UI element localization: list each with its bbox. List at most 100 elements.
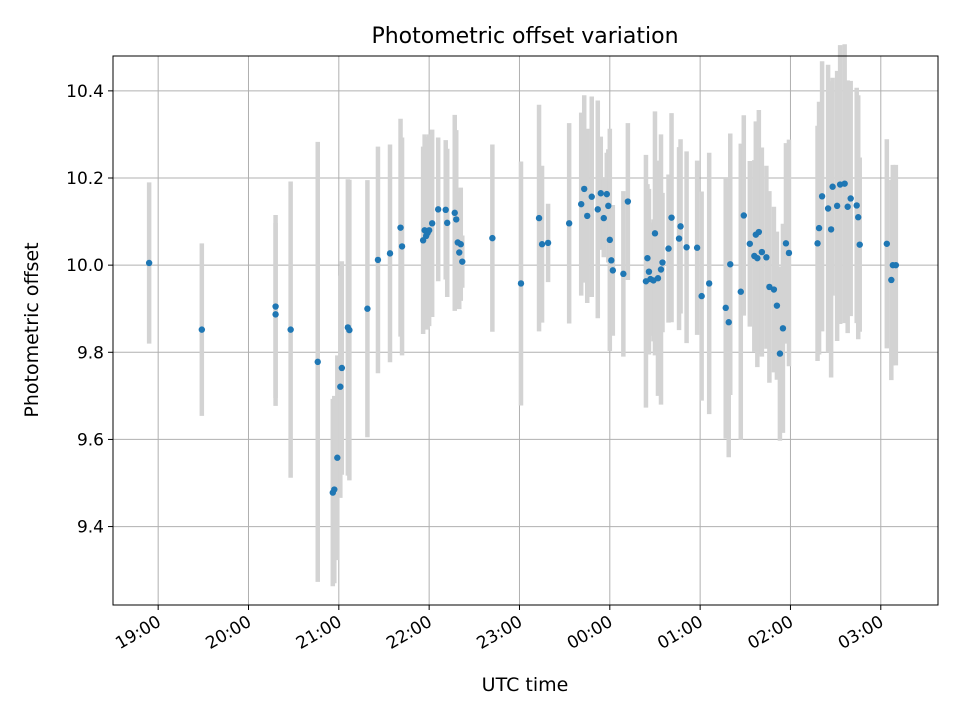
data-point xyxy=(594,206,601,213)
data-point xyxy=(722,304,729,312)
data-point xyxy=(740,212,747,219)
data-point xyxy=(588,193,595,200)
data-point xyxy=(489,234,496,242)
data-point xyxy=(442,206,449,214)
data-point xyxy=(272,303,279,310)
data-point xyxy=(725,319,732,326)
data-point xyxy=(754,254,761,262)
data-point xyxy=(847,195,854,202)
data-point xyxy=(457,241,464,248)
data-point xyxy=(705,280,713,287)
data-point xyxy=(855,214,862,221)
data-point xyxy=(444,219,451,227)
data-point xyxy=(856,241,863,248)
data-point xyxy=(677,223,684,230)
data-point xyxy=(824,205,832,212)
data-point xyxy=(338,364,346,372)
data-point xyxy=(364,305,371,312)
y-tick-label: 9.8 xyxy=(77,343,104,363)
data-point xyxy=(597,190,604,197)
data-point xyxy=(425,227,433,234)
chart-title: Photometric offset variation xyxy=(371,24,678,49)
y-tick-label: 10.0 xyxy=(66,256,104,276)
data-point xyxy=(620,270,627,278)
data-point xyxy=(770,286,778,293)
data-point xyxy=(584,212,591,220)
data-point xyxy=(398,243,406,250)
data-point xyxy=(782,240,790,247)
data-point xyxy=(581,185,588,193)
data-point xyxy=(428,220,436,227)
data-point xyxy=(544,239,552,247)
data-point xyxy=(892,261,900,269)
data-point xyxy=(535,214,543,222)
data-point xyxy=(565,220,573,227)
data-point xyxy=(888,276,895,284)
data-point xyxy=(853,202,860,209)
data-point xyxy=(815,224,823,232)
data-point xyxy=(538,241,546,248)
x-axis-label: UTC time xyxy=(482,674,569,696)
data-point xyxy=(453,216,460,223)
data-point xyxy=(603,190,610,198)
data-point xyxy=(198,326,206,333)
data-point xyxy=(675,235,683,242)
data-point xyxy=(609,267,617,274)
data-point xyxy=(833,202,841,210)
data-point xyxy=(451,209,458,217)
data-point xyxy=(737,288,744,295)
data-point xyxy=(272,311,279,318)
data-point xyxy=(334,454,341,461)
data-point xyxy=(773,302,781,309)
plot-frame xyxy=(112,55,939,606)
data-point xyxy=(456,249,463,256)
data-point xyxy=(654,275,662,282)
y-tick-label: 9.4 xyxy=(77,518,104,538)
data-point xyxy=(459,258,466,265)
data-point xyxy=(841,180,848,187)
data-point xyxy=(651,230,659,237)
data-point xyxy=(659,259,666,266)
data-point xyxy=(827,226,835,233)
data-point xyxy=(605,202,612,210)
data-point xyxy=(818,193,826,200)
data-point xyxy=(606,236,614,244)
data-point xyxy=(785,249,793,257)
data-point xyxy=(434,206,442,213)
data-point xyxy=(337,383,344,390)
data-points xyxy=(145,180,900,496)
data-point xyxy=(665,245,672,252)
data-point xyxy=(331,486,338,493)
data-point xyxy=(657,266,665,273)
data-point xyxy=(668,214,675,221)
data-point xyxy=(578,200,585,208)
data-point xyxy=(517,280,525,287)
data-point xyxy=(698,292,705,300)
data-point xyxy=(693,244,701,251)
y-axis-ticks: 9.4 9.6 9.8 10.0 10.2 10.4 xyxy=(66,82,113,538)
data-point xyxy=(346,326,353,334)
data-point xyxy=(758,248,766,256)
data-point xyxy=(883,240,891,247)
data-point xyxy=(829,183,836,190)
data-point xyxy=(683,244,690,251)
data-point xyxy=(624,198,632,205)
data-point xyxy=(727,261,734,268)
data-point xyxy=(645,268,653,275)
data-point xyxy=(145,259,153,267)
data-point xyxy=(374,256,382,264)
data-point xyxy=(644,254,651,262)
data-point xyxy=(776,350,784,357)
y-tick-label: 10.4 xyxy=(66,82,104,102)
data-point xyxy=(763,254,770,261)
y-tick-label: 9.6 xyxy=(77,430,104,450)
data-point xyxy=(600,214,607,222)
data-point xyxy=(608,257,615,264)
y-axis-label: Photometric offset xyxy=(21,242,43,417)
data-point xyxy=(386,250,394,257)
data-point xyxy=(814,240,821,247)
data-point xyxy=(779,325,787,332)
data-point xyxy=(746,240,754,247)
